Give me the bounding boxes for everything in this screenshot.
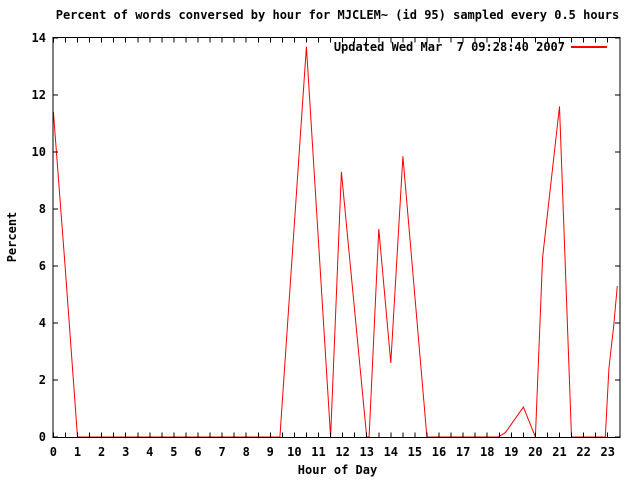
x-tick-label: 10: [287, 445, 301, 459]
y-tick-label: 4: [39, 316, 46, 330]
y-tick-label: 2: [39, 373, 46, 387]
x-tick-label: 14: [384, 445, 398, 459]
y-tick-label: 0: [39, 430, 46, 444]
y-axis-label: Percent: [5, 211, 19, 263]
x-tick-label: 6: [194, 445, 201, 459]
x-tick-label: 9: [267, 445, 274, 459]
x-tick-label: 19: [504, 445, 518, 459]
x-tick-label: 4: [146, 445, 153, 459]
data-line: [52, 46, 618, 438]
x-tick-label: 18: [480, 445, 494, 459]
x-tick-label: 7: [218, 445, 225, 459]
chart-title: Percent of words conversed by hour for M…: [55, 8, 620, 22]
x-tick-label: 16: [432, 445, 446, 459]
x-tick-label: 23: [600, 445, 614, 459]
x-tick-label: 2: [98, 445, 105, 459]
x-tick-label: 22: [576, 445, 590, 459]
x-tick-label: 1: [74, 445, 81, 459]
x-tick-label: 20: [528, 445, 542, 459]
y-tick-label: 12: [32, 88, 46, 102]
legend-label: Updated Wed Mar 7 09:28:40 2007: [333, 40, 565, 54]
legend-line-sample: [571, 46, 607, 48]
x-tick-label: 21: [552, 445, 566, 459]
y-tick-label: 8: [39, 202, 46, 216]
y-tick-label: 6: [39, 259, 46, 273]
x-tick-label: 3: [122, 445, 129, 459]
y-tick-label: 14: [32, 31, 46, 45]
x-tick-label: 17: [456, 445, 470, 459]
x-tick-label: 8: [243, 445, 250, 459]
y-tick-label: 10: [32, 145, 46, 159]
x-tick-label: 5: [170, 445, 177, 459]
x-tick-label: 12: [335, 445, 349, 459]
plot-border: [52, 37, 621, 438]
x-tick-label: 11: [311, 445, 325, 459]
x-tick-label: 13: [359, 445, 373, 459]
x-axis-label: Hour of Day: [297, 463, 378, 477]
x-tick-label: 0: [50, 445, 57, 459]
x-tick-label: 15: [408, 445, 422, 459]
